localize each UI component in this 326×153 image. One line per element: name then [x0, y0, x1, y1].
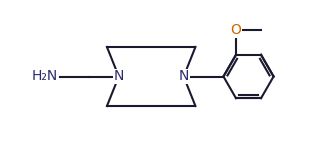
Text: O: O: [230, 23, 242, 37]
Text: N: N: [178, 69, 189, 84]
Text: N: N: [113, 69, 124, 84]
Text: H₂N: H₂N: [32, 69, 58, 84]
